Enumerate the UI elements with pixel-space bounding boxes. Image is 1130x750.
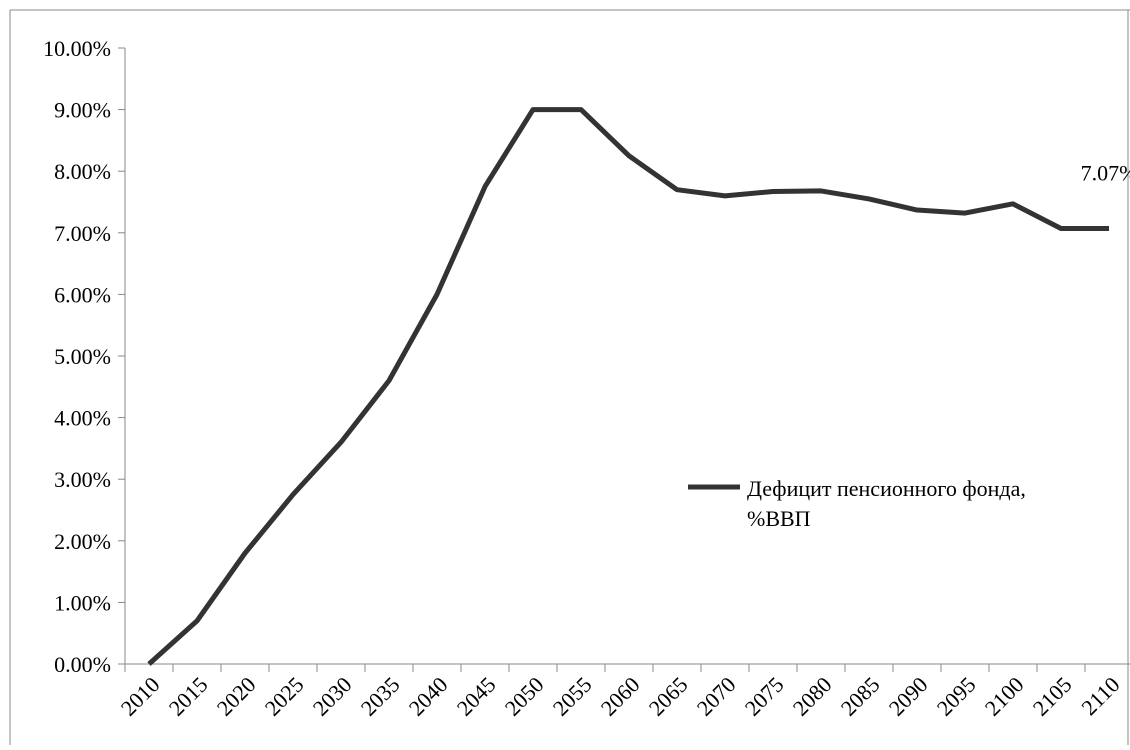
x-tick-label: 2060: [596, 672, 645, 721]
x-tick-label: 2040: [404, 672, 453, 721]
y-tick-label: 4.00%: [54, 406, 111, 431]
y-tick-label: 9.00%: [54, 98, 111, 123]
x-tick-label: 2095: [932, 672, 981, 721]
x-tick-label: 2010: [116, 672, 165, 721]
y-tick-label: 5.00%: [54, 344, 111, 369]
legend-label: Дефицит пенсионного фонда, %ВВП: [747, 476, 1026, 531]
x-tick-label: 2075: [740, 672, 789, 721]
y-tick-label: 0.00%: [54, 652, 111, 677]
y-tick-label: 3.00%: [54, 467, 111, 492]
series-line: [147, 107, 1109, 666]
x-tick-label: 2015: [164, 672, 213, 721]
x-tick-label: 2030: [308, 672, 357, 721]
x-tick-label: 2080: [788, 672, 837, 721]
y-tick-label: 10.00%: [43, 36, 111, 61]
y-tick-label: 8.00%: [54, 159, 111, 184]
x-tick-label: 2065: [644, 672, 693, 721]
x-tick-label: 2090: [884, 672, 933, 721]
x-tick-label: 2055: [548, 672, 597, 721]
y-tick-label: 2.00%: [54, 529, 111, 554]
x-tick-label: 2085: [836, 672, 885, 721]
data-label: 7.07%: [1081, 160, 1130, 185]
y-tick-label: 1.00%: [54, 590, 111, 615]
x-tick-label: 2105: [1028, 672, 1077, 721]
x-tick-label: 2025: [260, 672, 309, 721]
x-tick-label: 2050: [500, 672, 549, 721]
x-tick-label: 2110: [1076, 672, 1124, 720]
x-tick-label: 2045: [452, 672, 501, 721]
x-tick-label: 2035: [356, 672, 405, 721]
x-tick-label: 2100: [980, 672, 1029, 721]
x-tick-label: 2020: [212, 672, 261, 721]
x-tick-label: 2070: [692, 672, 741, 721]
y-tick-label: 6.00%: [54, 282, 111, 307]
y-tick-label: 7.00%: [54, 221, 111, 246]
